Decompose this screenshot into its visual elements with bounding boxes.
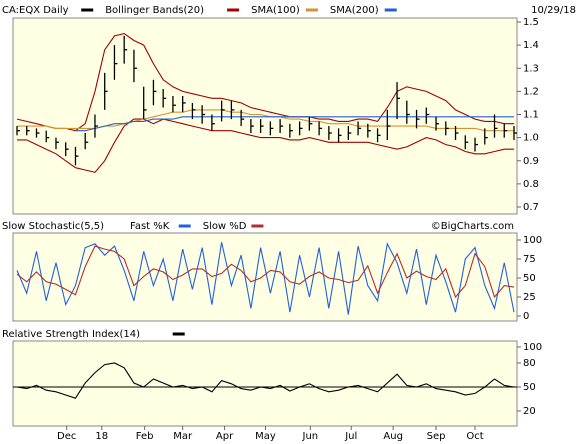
y-tick-label: 50 [523, 382, 536, 393]
panel-title: Relative Strength Index(14) [2, 329, 140, 340]
x-tick-label: Mar [173, 431, 193, 442]
y-tick-label: 1.4 [523, 40, 539, 51]
rsi-panel [12, 340, 518, 427]
indicator-line [16, 242, 515, 315]
y-tick-label: 1.3 [523, 63, 539, 74]
x-tick-label: Dec [57, 431, 76, 442]
legend-label: Bollinger Bands(20) [105, 5, 204, 16]
panel-title: Slow Stochastic(5,5) [2, 221, 104, 232]
x-tick-label: 18 [95, 431, 108, 442]
y-tick-label: 1.5 [523, 17, 539, 28]
legend-label: SMA(200) [330, 5, 379, 16]
x-tick-label: Sep [427, 431, 446, 442]
y-tick-label: 80 [523, 358, 536, 369]
bollinger-lower [17, 118, 514, 173]
y-tick-label: 0 [523, 311, 529, 322]
legend-label: CA:EQX Daily [2, 5, 69, 16]
y-tick-label: 100 [523, 235, 542, 246]
indicator-line [16, 245, 515, 299]
legend-label: Slow %D [203, 221, 247, 232]
y-tick-label: 50 [523, 273, 536, 284]
legend-label: SMA(100) [251, 5, 300, 16]
x-tick-label: Oct [466, 431, 483, 442]
y-tick-label: 0.8 [523, 179, 539, 190]
x-tick-label: Jul [344, 431, 357, 442]
y-tick-label: 1.2 [523, 86, 539, 97]
x-tick-label: Aug [383, 431, 403, 442]
y-tick-label: 1.1 [523, 110, 539, 121]
x-tick-label: Feb [136, 431, 154, 442]
y-tick-label: 0.7 [523, 202, 539, 213]
bollinger-upper [16, 33, 514, 132]
y-tick-label: 1.0 [523, 133, 539, 144]
y-tick-label: 100 [523, 342, 542, 353]
credit: ©BigCharts.com [431, 221, 514, 232]
x-tick-label: Apr [216, 431, 234, 442]
stochastic-panel [12, 232, 518, 322]
x-tick-label: Jun [302, 431, 319, 442]
sma-line [75, 116, 514, 132]
legend-label: Fast %K [130, 221, 170, 232]
x-tick-label: May [255, 431, 276, 442]
indicator-line [16, 362, 515, 399]
y-tick-label: 75 [523, 254, 536, 265]
y-tick-label: 0.9 [523, 156, 539, 167]
y-tick-label: 25 [523, 292, 536, 303]
y-tick-label: 20 [523, 406, 536, 417]
date: 10/29/18 [531, 5, 576, 16]
